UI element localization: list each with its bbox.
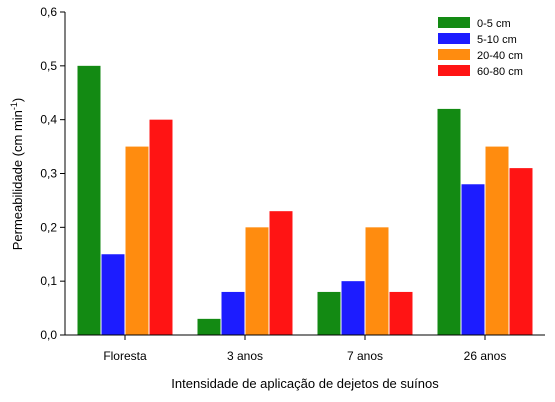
y-tick-label: 0,2 (40, 220, 57, 234)
y-tick-label: 0,0 (40, 328, 57, 342)
y-ticks-group: 0,0 0,1 0,2 0,3 0,4 0,5 0,6 (40, 5, 65, 342)
x-tick-label: Floresta (103, 349, 147, 363)
x-ticks-group: Floresta 3 anos 7 anos 26 anos (103, 335, 506, 363)
x-axis-title: Intensidade de aplicação de dejetos de s… (171, 376, 439, 391)
y-axis-title-main: Permeabilidade (cm min (10, 110, 25, 250)
bar-20-40cm-3-anos (245, 227, 269, 335)
legend: 0-5 cm 5-10 cm 20-40 cm 60-80 cm (438, 17, 523, 78)
bar-5-10cm-floresta (101, 254, 125, 335)
bar-60-80cm-floresta (149, 119, 173, 336)
bar-60-80cm-7-anos (389, 291, 413, 335)
bar-20-40cm-26-anos (485, 146, 509, 335)
y-tick-label: 0,6 (40, 5, 57, 19)
legend-swatch (438, 17, 470, 28)
bar-0-5cm-3-anos (197, 318, 221, 335)
bar-5-10cm-7-anos (341, 281, 365, 335)
bar-60-80cm-26-anos (509, 168, 533, 335)
legend-label: 5-10 cm (477, 34, 517, 46)
legend-swatch (438, 33, 470, 44)
legend-label: 0-5 cm (477, 18, 511, 30)
legend-label: 60-80 cm (477, 66, 523, 78)
x-tick-label: 7 anos (347, 349, 383, 363)
bar-5-10cm-3-anos (221, 291, 245, 335)
bar-0-5cm-floresta (77, 65, 101, 335)
bar-20-40cm-7-anos (365, 227, 389, 335)
y-axis-title-superscript: -1 (9, 102, 19, 110)
legend-swatch (438, 49, 470, 60)
x-tick-label: 3 anos (227, 349, 263, 363)
bar-20-40cm-floresta (125, 146, 149, 335)
bar-60-80cm-3-anos (269, 211, 293, 335)
x-tick-label: 26 anos (464, 349, 507, 363)
legend-swatch (438, 65, 470, 76)
y-tick-label: 0,5 (40, 59, 57, 73)
bar-0-5cm-26-anos (437, 108, 461, 336)
bar-5-10cm-26-anos (461, 184, 485, 335)
y-axis-title: Permeabilidade (cm min-1) (9, 98, 25, 251)
y-axis-title-end: ) (10, 98, 25, 102)
y-tick-label: 0,4 (40, 113, 57, 127)
y-tick-label: 0,3 (40, 167, 57, 181)
legend-label: 20-40 cm (477, 50, 523, 62)
y-tick-label: 0,1 (40, 274, 57, 288)
bars-group (77, 65, 533, 336)
bar-0-5cm-7-anos (317, 291, 341, 335)
